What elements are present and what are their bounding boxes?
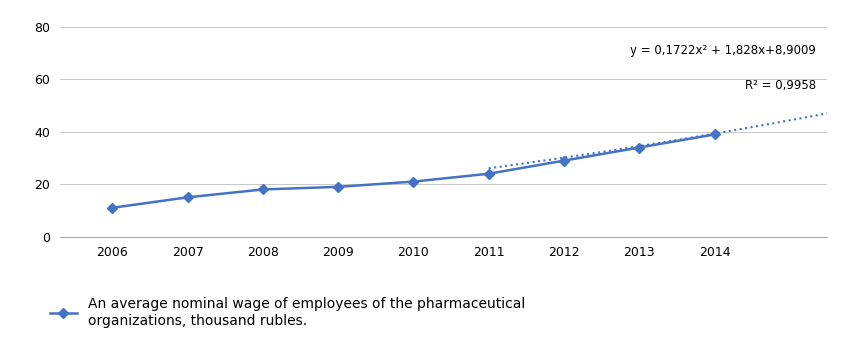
Text: y = 0,1722x² + 1,828x+8,9009: y = 0,1722x² + 1,828x+8,9009 <box>630 44 815 57</box>
Text: R² = 0,9958: R² = 0,9958 <box>744 79 815 92</box>
Legend: An average nominal wage of employees of the pharmaceutical
organizations, thousa: An average nominal wage of employees of … <box>49 297 525 328</box>
